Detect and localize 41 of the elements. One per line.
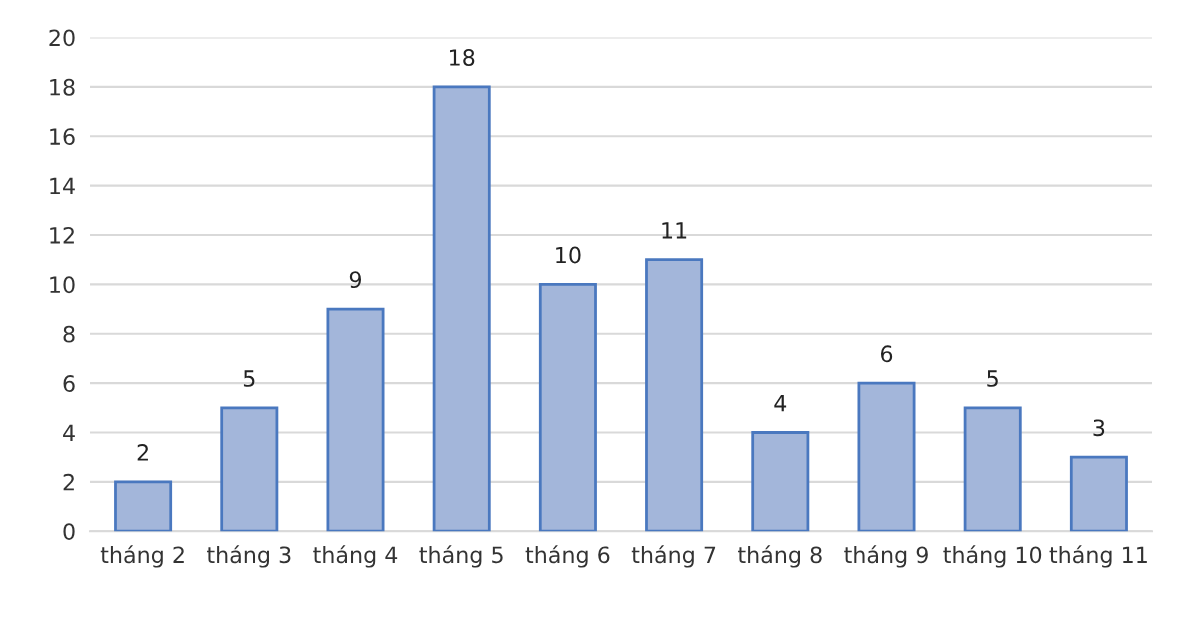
y-tick-label: 0 xyxy=(63,523,75,541)
data-label: 11 xyxy=(662,222,687,239)
bar xyxy=(114,480,173,532)
data-label: 6 xyxy=(880,345,893,363)
bar xyxy=(432,85,491,532)
data-label: 9 xyxy=(349,271,362,289)
data-label: 5 xyxy=(987,370,998,387)
y-tick-label: 18 xyxy=(50,78,75,96)
bar xyxy=(963,406,1022,532)
y-tick-label: 2 xyxy=(63,473,74,491)
y-tick-label: 14 xyxy=(50,177,75,195)
bar xyxy=(857,381,916,532)
bar xyxy=(1069,455,1128,532)
x-tick-label: tháng 5 xyxy=(419,545,503,568)
data-label: 18 xyxy=(450,49,475,66)
y-tick-label: 6 xyxy=(63,375,75,392)
x-tick-label: tháng 6 xyxy=(525,545,610,568)
y-tick-label: 10 xyxy=(50,276,75,294)
y-tick-label: 12 xyxy=(50,226,74,244)
x-tick-label: tháng 4 xyxy=(313,545,398,568)
data-label: 10 xyxy=(556,246,581,264)
y-tick-label: 16 xyxy=(50,128,75,146)
x-tick-label: tháng 2 xyxy=(100,545,184,568)
bar xyxy=(645,258,704,532)
bar xyxy=(326,307,385,532)
x-tick-label: tháng 10 xyxy=(943,545,1042,568)
bar xyxy=(220,406,279,532)
x-tick-label: tháng 9 xyxy=(844,545,928,568)
x-tick-label: tháng 11 xyxy=(1049,545,1147,568)
data-label: 3 xyxy=(1093,419,1105,437)
data-label: 4 xyxy=(774,395,787,412)
y-tick-label: 20 xyxy=(49,29,75,47)
y-tick-label: 4 xyxy=(63,424,75,441)
x-tick-label: tháng 8 xyxy=(737,545,822,568)
bar xyxy=(751,431,810,532)
data-label: 2 xyxy=(137,444,148,461)
x-tick-label: tháng 3 xyxy=(206,545,291,568)
data-label: 5 xyxy=(243,370,255,387)
bar xyxy=(538,282,597,532)
x-tick-label: tháng 7 xyxy=(631,545,716,568)
y-tick-label: 8 xyxy=(63,325,75,343)
